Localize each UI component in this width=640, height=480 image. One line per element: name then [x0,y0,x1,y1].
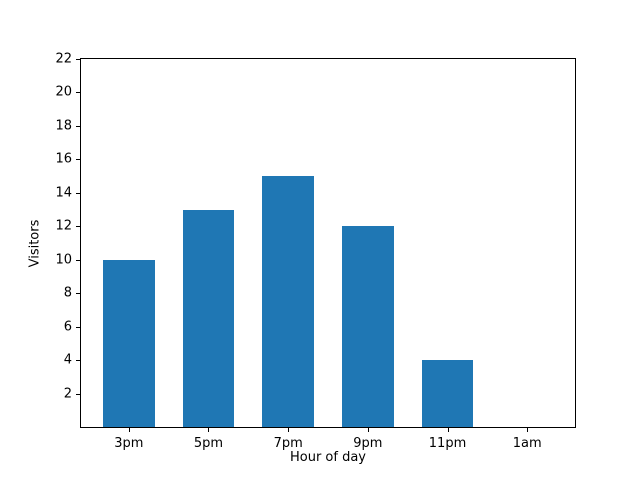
x-tick-mark [527,428,529,432]
y-tick-mark [76,92,80,94]
y-axis-label-text: Visitors [27,219,43,267]
y-tick-label: 14 [55,185,72,201]
y-tick-mark [76,226,80,228]
bar-7pm [262,176,315,427]
x-tick-label: 1am [512,436,542,451]
y-tick-label: 10 [55,252,72,268]
plot-area: 3pm 5pm 7pm 9pm 11pm 1am 2 4 6 8 10 12 14 16 18 20 22 [55,52,576,451]
x-tick-label: 9pm [353,436,383,451]
x-tick-mark [288,428,290,432]
x-tick-label: 5pm [193,436,224,451]
x-tick-label: 7pm [273,436,303,451]
y-tick-mark [76,360,80,362]
y-tick-mark [76,125,80,127]
y-tick-label: 2 [63,386,72,402]
y-tick-mark [76,326,80,328]
x-tick-label: 11pm [428,436,467,451]
y-tick-label: 4 [63,352,72,368]
x-tick-mark [208,428,210,432]
x-axis-label: Hour of day [289,450,367,465]
y-tick-mark [76,259,80,261]
y-tick-mark [76,393,80,395]
bar-9pm [341,226,394,427]
y-tick-mark [76,293,80,295]
x-tick-mark [367,428,369,432]
y-tick-label: 22 [55,51,72,67]
y-tick-label: 8 [63,285,72,301]
y-tick-mark [76,192,80,194]
x-tick-mark [447,428,449,432]
bar-5pm [182,209,235,427]
y-axis-label: Visitors [27,58,43,428]
y-tick-label: 6 [63,319,72,335]
y-tick-mark [76,159,80,161]
x-tick-label: 3pm [114,436,144,451]
y-tick-label: 18 [55,118,72,134]
y-tick-mark [76,59,80,60]
x-tick-mark [128,428,130,432]
bar-3pm [102,259,155,427]
bar-11pm [421,360,474,427]
y-tick-label: 16 [55,151,72,167]
y-tick-label: 12 [55,218,72,234]
y-tick-label: 20 [55,84,72,100]
